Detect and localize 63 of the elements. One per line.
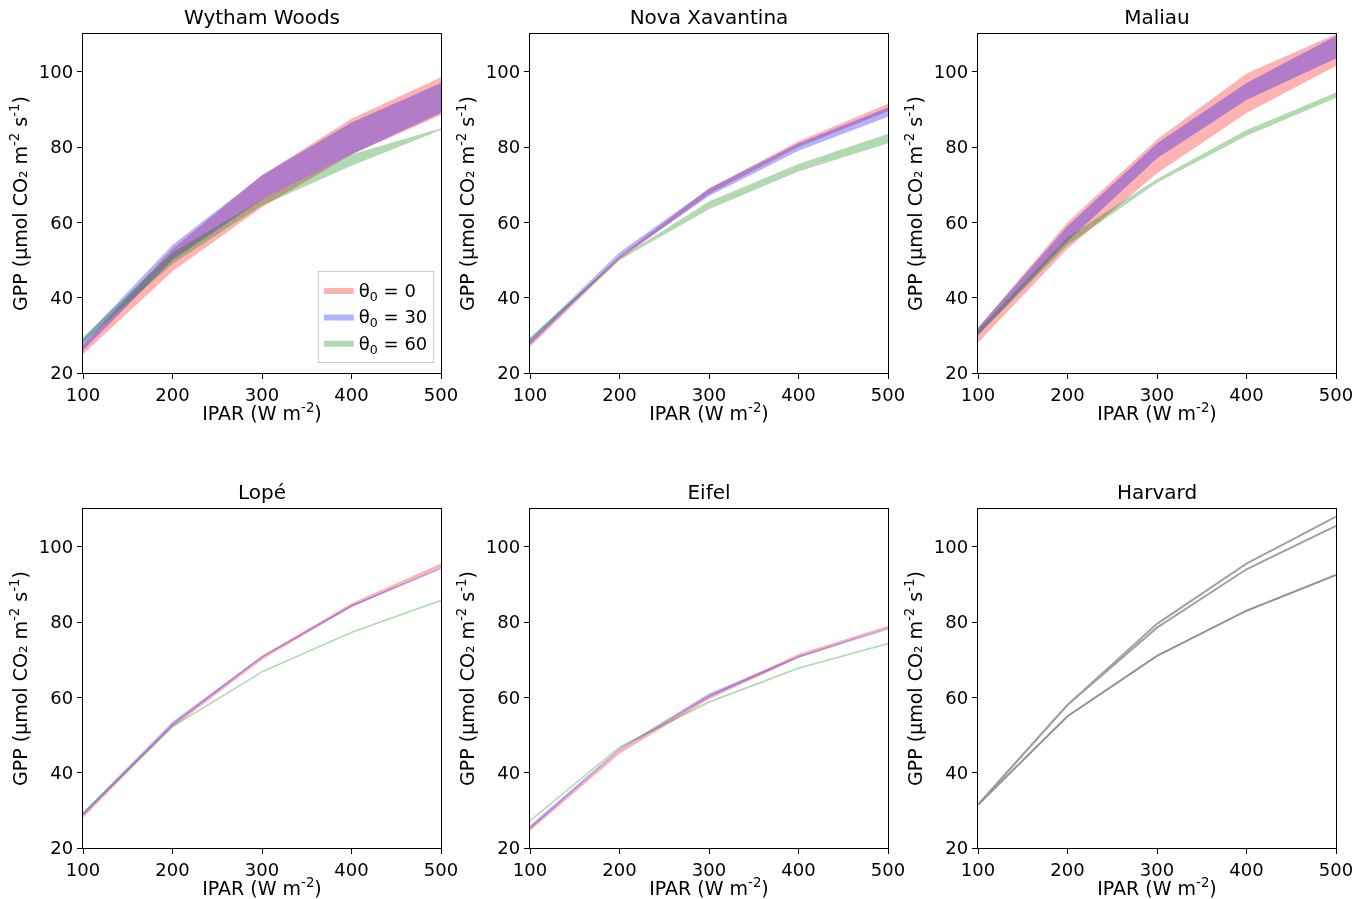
x-tick-label: 200: [1050, 383, 1085, 405]
y-tick-label: 60: [50, 211, 74, 233]
chart-title: Eifel: [687, 480, 731, 504]
x-tick-label: 100: [512, 858, 548, 880]
x-tick-label: 400: [781, 383, 816, 405]
y-tick-label: 100: [485, 535, 521, 557]
y-tick-label: 20: [50, 837, 74, 859]
y-tick-label: 80: [50, 136, 74, 158]
x-tick-label: 500: [423, 858, 459, 880]
chart-title: Lopé: [237, 480, 287, 504]
y-tick-label: 100: [933, 535, 969, 557]
y-tick-label: 80: [50, 611, 74, 633]
chart-title: Harvard: [1116, 480, 1198, 504]
y-tick-label: 100: [38, 535, 74, 557]
x-tick-label: 500: [1318, 858, 1354, 880]
x-tick-label: 500: [870, 858, 906, 880]
x-tick-label: 200: [155, 858, 190, 880]
y-tick-label: 60: [497, 686, 521, 708]
y-tick-label: 20: [497, 362, 521, 384]
x-tick-label: 200: [602, 383, 637, 405]
x-tick-label: 200: [1050, 858, 1085, 880]
y-tick-label: 80: [945, 136, 969, 158]
chart-title: Wytham Woods: [183, 5, 341, 29]
legend-label: θ$_{0}$ = 60: [358, 332, 428, 357]
y-tick-label: 20: [50, 362, 74, 384]
x-tick-label: 100: [960, 858, 996, 880]
x-tick-label: 100: [65, 383, 101, 405]
chart-title: Maliau: [1124, 5, 1190, 29]
x-tick-label: 500: [870, 383, 906, 405]
y-tick-label: 20: [945, 362, 969, 384]
x-tick-label: 100: [512, 383, 548, 405]
legend-label: θ$_{0}$ = 0: [358, 280, 416, 304]
y-tick-label: 100: [485, 60, 521, 82]
y-tick-label: 60: [497, 211, 521, 233]
chart-title: Nova Xavantina: [629, 5, 789, 29]
x-tick-label: 500: [1318, 383, 1354, 405]
x-tick-label: 200: [602, 858, 637, 880]
y-tick-label: 40: [497, 286, 521, 308]
legend-label: θ$_{0}$ = 30: [358, 306, 428, 331]
x-tick-label: 500: [423, 383, 459, 405]
y-tick-label: 40: [50, 286, 74, 308]
y-tick-label: 40: [497, 761, 521, 783]
y-tick-label: 80: [497, 136, 521, 158]
y-tick-label: 40: [50, 761, 74, 783]
y-tick-label: 100: [38, 60, 74, 82]
y-tick-label: 20: [497, 837, 521, 859]
x-tick-label: 100: [960, 383, 996, 405]
y-tick-label: 80: [945, 611, 969, 633]
y-tick-label: 40: [945, 286, 969, 308]
y-tick-label: 100: [933, 60, 969, 82]
y-tick-label: 80: [497, 611, 521, 633]
x-tick-label: 400: [781, 858, 816, 880]
y-tick-label: 20: [945, 837, 969, 859]
y-tick-label: 60: [945, 211, 969, 233]
y-tick-label: 60: [945, 686, 969, 708]
x-tick-label: 100: [65, 858, 101, 880]
x-tick-label: 400: [1229, 858, 1264, 880]
x-tick-label: 400: [334, 858, 369, 880]
y-tick-label: 40: [945, 761, 969, 783]
x-tick-label: 400: [334, 383, 369, 405]
y-tick-label: 60: [50, 686, 74, 708]
x-tick-label: 200: [155, 383, 190, 405]
x-tick-label: 400: [1229, 383, 1264, 405]
